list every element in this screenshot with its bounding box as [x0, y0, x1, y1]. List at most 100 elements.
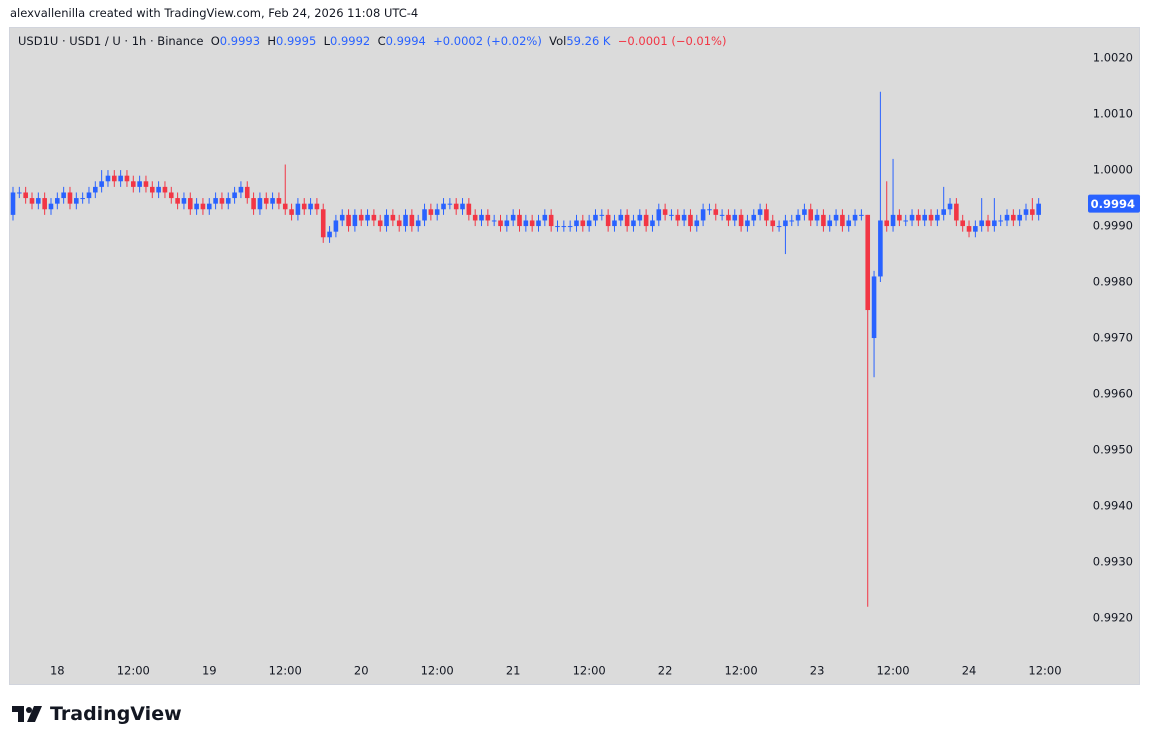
candle-body [422, 209, 427, 221]
open-label: O [210, 34, 220, 48]
candle-body [567, 226, 573, 228]
candle-body [650, 220, 655, 227]
candle-body [479, 214, 484, 221]
candle-body [251, 198, 256, 210]
low-label: L [323, 34, 330, 48]
candle-body [308, 203, 313, 210]
candle-body [916, 214, 921, 221]
candle-body [726, 214, 731, 221]
candle-body [181, 198, 187, 204]
x-tick-label: 23 [810, 664, 825, 678]
candle-body [859, 214, 864, 216]
candle-body [112, 175, 117, 182]
candle-body [396, 220, 402, 227]
candle-body [289, 209, 294, 215]
candle-body [61, 192, 66, 199]
close-label: C [377, 34, 386, 48]
candle-body [852, 214, 858, 221]
candle-body [808, 209, 814, 221]
x-tick-label: 21 [506, 664, 521, 678]
candle-body [624, 214, 630, 227]
candle-body [637, 214, 643, 221]
candle-body [42, 198, 47, 210]
candle-body [770, 220, 776, 227]
candle-body [1011, 214, 1016, 221]
candle-body [681, 214, 687, 221]
candle-body [162, 186, 168, 193]
high-label: H [267, 34, 277, 48]
candle-body [1004, 214, 1010, 221]
candle-body [434, 209, 440, 215]
candle-body [612, 220, 617, 227]
candle-body [738, 214, 744, 227]
candle-body [80, 198, 85, 200]
candle-body [453, 203, 459, 210]
candle-body [631, 220, 636, 227]
candle-body [618, 214, 624, 221]
candle-body [86, 192, 92, 199]
y-tick-label: 0.9930 [1093, 554, 1133, 568]
candle-body [656, 209, 662, 221]
candle-body [232, 192, 237, 199]
candle-body [263, 198, 269, 204]
candle-body [542, 214, 548, 221]
candle-body [548, 214, 554, 227]
legend: USD1U · USD1 / U · 1h · Binance O0.9993 … [18, 34, 726, 48]
candle-body [143, 181, 149, 187]
candle-body [358, 214, 364, 221]
candle-body [491, 220, 497, 222]
candle-body [903, 220, 909, 222]
candle-body [466, 203, 472, 215]
logo-icon [12, 706, 42, 722]
vol-value: 59.26 K [566, 34, 611, 48]
candle-body [821, 214, 826, 227]
candle-body [48, 203, 54, 210]
candle-body [669, 214, 674, 216]
change: +0.0002 (+0.02%) [433, 34, 542, 48]
candle-body [814, 214, 820, 221]
candle-body [384, 214, 389, 227]
candle-body [783, 220, 788, 227]
y-tick-label: 0.9990 [1093, 219, 1133, 233]
candle-body [890, 214, 896, 227]
y-tick-label: 0.9960 [1093, 387, 1133, 401]
candle-body [605, 214, 611, 227]
candle-body [352, 214, 358, 227]
candle-body [675, 214, 681, 221]
y-tick-label: 0.9920 [1093, 610, 1133, 624]
candle-body [713, 209, 719, 215]
candle-body [320, 209, 326, 238]
candle-body [295, 203, 301, 215]
candle-body [244, 186, 250, 199]
symbol: USD1U · USD1 / U · 1h · Binance [18, 34, 204, 48]
candle-body [93, 186, 98, 193]
candle-body [523, 220, 529, 227]
candle-body [555, 226, 560, 228]
candle-body [941, 209, 946, 215]
candle-body [460, 203, 465, 210]
candle-body [105, 175, 111, 182]
candle-body [74, 198, 79, 204]
x-tick-label: 24 [962, 664, 977, 678]
chart-pane: 0.9920 0.9930 0.9940 0.9950 0.9960 0.9970 0.99… [9, 27, 1140, 685]
candle-body [377, 220, 383, 227]
y-tick-label: 1.0010 [1093, 107, 1133, 121]
candle-body [643, 214, 649, 227]
candle-body [403, 214, 408, 227]
candle-body [371, 214, 377, 221]
candle-body [36, 198, 41, 204]
candle-body [789, 220, 795, 222]
x-tick-label: 18 [50, 664, 65, 678]
candle-body [168, 192, 174, 199]
candle-body [187, 198, 193, 210]
candle-body [574, 220, 579, 227]
x-tick-label: 12:00 [725, 664, 758, 678]
candle-body [998, 220, 1003, 222]
candle-body [194, 203, 199, 210]
candle-body [17, 192, 22, 194]
candle-body [827, 220, 833, 227]
candle-body [124, 175, 130, 182]
candle-body [99, 181, 104, 187]
x-tick-label: 12:00 [421, 664, 454, 678]
candle-body [580, 220, 586, 227]
